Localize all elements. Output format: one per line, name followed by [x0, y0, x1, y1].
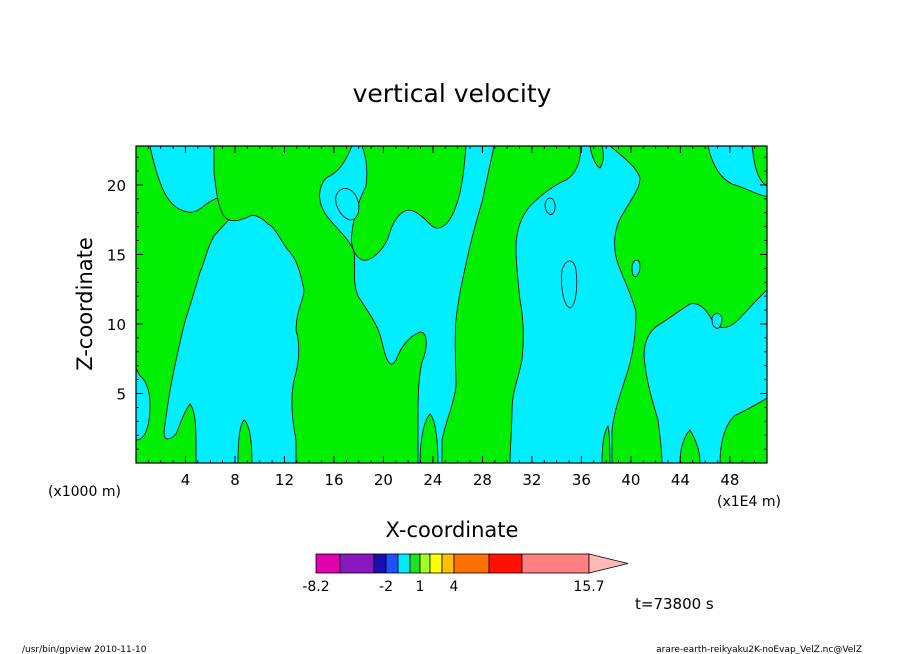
colorbar-tick-label: -8.2	[302, 579, 329, 595]
x-tick-label: 40	[621, 471, 640, 489]
x-axis-ticks: 4 8 12 16 20 24 28 32 36 40 44 48	[147, 146, 756, 489]
x-tick-label: 28	[473, 471, 492, 489]
colorbar-segment	[429, 553, 443, 574]
positive-region	[608, 145, 768, 464]
x-tick-label: 12	[275, 471, 294, 489]
positive-region	[351, 145, 467, 261]
x-units-right: (x1E4 m)	[717, 494, 781, 510]
x-tick-label: 8	[230, 471, 240, 489]
colorbar-tick-label: 15.7	[573, 579, 604, 595]
y-tick-label: 5	[116, 385, 126, 403]
colorbar-tick-label: -2	[379, 579, 393, 595]
x-tick-label: 24	[423, 471, 442, 489]
colorbar-segment	[315, 553, 341, 574]
y-axis-ticks: 5 10 15 20	[107, 156, 767, 450]
y-tick-label: 20	[107, 177, 126, 195]
colorbar-tick-label: 1	[416, 579, 425, 595]
colorbar-segment	[409, 553, 421, 574]
colorbar-segment	[441, 553, 455, 574]
x-tick-label: 36	[572, 471, 591, 489]
positive-velocity-regions	[135, 145, 768, 464]
negative-island	[631, 259, 641, 277]
footer-left: /usr/bin/gpview 2010-11-10	[22, 645, 147, 654]
y-tick-label: 15	[107, 246, 126, 264]
positive-region	[589, 145, 604, 169]
negative-island	[711, 313, 723, 329]
x-tick-label: 16	[324, 471, 343, 489]
colorbar-segment	[488, 553, 523, 574]
positive-region	[601, 424, 611, 464]
colorbar-arrow	[588, 553, 629, 574]
colorbar-segment	[521, 553, 590, 574]
time-label: t=73800 s	[635, 595, 714, 613]
x-tick-label: 44	[671, 471, 690, 489]
y-tick-label: 10	[107, 316, 126, 334]
plot-frame	[135, 145, 768, 464]
footer-right: arare-earth-reikyaku2K-noEvap_VelZ.nc@Ve…	[656, 645, 862, 654]
x-tick-label: 20	[374, 471, 393, 489]
colorbar-segment	[453, 553, 490, 574]
positive-region	[419, 413, 439, 464]
x-tick-label: 4	[181, 471, 191, 489]
y-axis-label: Z-coordinate	[73, 237, 97, 371]
positive-region	[441, 145, 581, 464]
chart-title: vertical velocity	[353, 79, 552, 108]
negative-velocity-islands	[335, 188, 723, 329]
colorbar-segment	[397, 553, 411, 574]
colorbar-segment	[339, 553, 375, 574]
colorbar-tick-label: 4	[450, 579, 459, 595]
x-tick-label: 32	[522, 471, 541, 489]
x-axis-label: X-coordinate	[386, 518, 519, 542]
colorbar-labels: -8.2 -2 1 4 15.7	[302, 579, 604, 595]
colorbar-segment	[373, 553, 387, 574]
positive-region	[237, 419, 253, 464]
positive-region	[719, 397, 768, 464]
negative-island	[335, 188, 360, 221]
colorbar-segment	[419, 553, 431, 574]
colorbar	[315, 553, 629, 574]
x-tick-label: 48	[720, 471, 739, 489]
colorbar-segment	[385, 553, 399, 574]
negative-island	[561, 260, 578, 309]
x-units-left: (x1000 m)	[48, 484, 121, 500]
positive-region	[135, 145, 237, 464]
positive-region	[679, 429, 701, 464]
negative-island	[544, 197, 556, 215]
